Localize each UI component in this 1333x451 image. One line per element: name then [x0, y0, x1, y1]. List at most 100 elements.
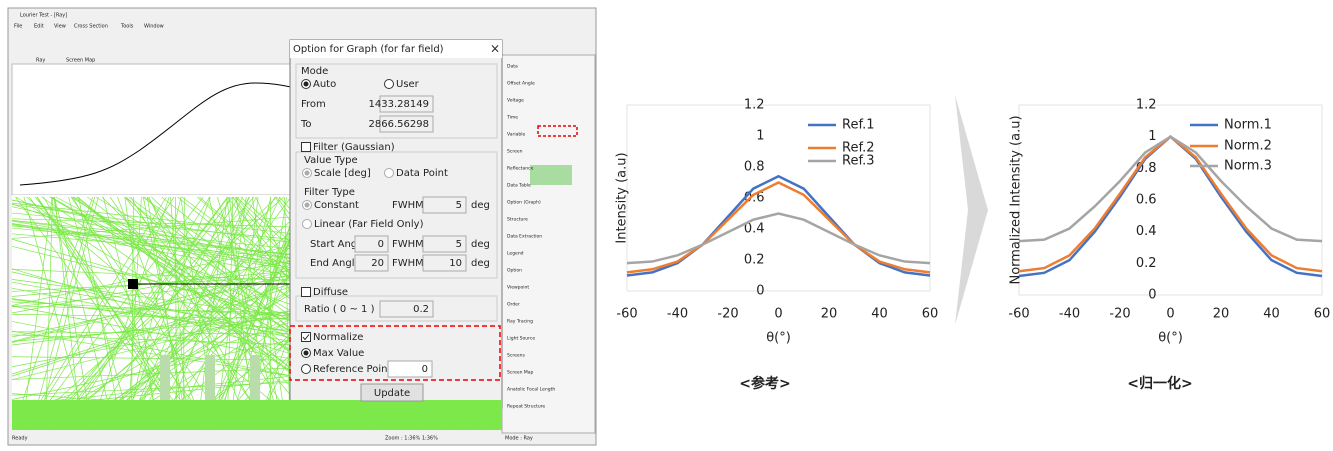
x-tick-label: 0 [1166, 307, 1174, 322]
label: Diffuse [313, 287, 348, 298]
ray [125, 196, 182, 431]
panel-item: Repeat Structure [507, 404, 545, 410]
x-tick-label: 60 [922, 307, 939, 322]
radio-dot [303, 81, 309, 87]
ray [134, 196, 250, 431]
ray [54, 196, 82, 431]
checkbox[interactable] [301, 287, 311, 297]
input-box[interactable] [379, 95, 434, 113]
arrow [955, 95, 988, 325]
series-line [626, 181, 931, 274]
y-tick-label: 1.2 [744, 98, 765, 113]
x-tick-label: -20 [1109, 307, 1130, 322]
input-value: 0 [378, 239, 384, 250]
panel-item: Variable [507, 132, 525, 138]
input-box[interactable] [387, 360, 433, 378]
input-value: 5 [456, 200, 462, 211]
tab[interactable]: Screen Map [66, 58, 95, 64]
y-tick-label: 0.6 [1136, 193, 1157, 208]
ray [22, 196, 167, 431]
menu-item[interactable]: View [54, 24, 66, 30]
panel-item: Viewpoint [507, 285, 529, 291]
check-mark [302, 334, 310, 341]
label: Auto [313, 79, 336, 90]
panel-item: Structure [507, 217, 528, 223]
group-box [295, 295, 498, 322]
caption: <参考> [739, 375, 790, 392]
ray [147, 196, 300, 431]
ray [53, 196, 93, 431]
x-tick-label: -40 [667, 307, 688, 322]
radio-dot [303, 350, 309, 356]
x-tick-label: 40 [871, 307, 888, 322]
legend-label: Ref.1 [842, 118, 874, 133]
radio[interactable] [301, 364, 311, 374]
panel-item: Data Extraction [507, 234, 542, 240]
label: Constant [314, 200, 359, 211]
panel-item: Option (Graph) [507, 200, 541, 206]
input-value: 5 [456, 239, 462, 250]
menu-item[interactable]: Tools [120, 24, 134, 30]
input-value: 0.2 [413, 304, 429, 315]
series-line [1018, 135, 1323, 243]
panel-item: Time [506, 115, 518, 121]
radio[interactable] [302, 219, 312, 229]
y-tick-label: 1 [756, 129, 764, 144]
panel-item: Offset Angle [507, 81, 535, 87]
radio[interactable] [384, 168, 394, 178]
ray [27, 196, 204, 431]
checkbox[interactable] [301, 332, 311, 342]
close-button[interactable]: × [490, 42, 500, 56]
input-box[interactable] [379, 115, 434, 133]
radio[interactable] [384, 79, 394, 89]
input-box[interactable] [422, 254, 467, 272]
panel-item: Anatolic Focal Length [507, 387, 555, 393]
tab[interactable]: Ray [36, 58, 45, 64]
x-tick-label: -40 [1059, 307, 1080, 322]
legend-label: Ref.3 [842, 154, 874, 169]
panel-item: Order [507, 302, 520, 308]
checkbox[interactable] [301, 142, 311, 152]
series-line [626, 212, 931, 265]
x-tick-label: 0 [774, 307, 782, 322]
label: FWHM [392, 258, 424, 269]
input-box[interactable] [354, 235, 389, 253]
ray [88, 196, 240, 431]
input-box[interactable] [422, 235, 467, 253]
status-text: Zoom : 1:36% 1:36% [385, 436, 438, 442]
input-value: 20 [371, 258, 384, 269]
input-box[interactable] [354, 254, 389, 272]
input-box[interactable] [379, 300, 434, 318]
x-axis-label: θ(°) [766, 331, 791, 346]
highlight [537, 125, 578, 137]
y-tick-label: 1.2 [1136, 98, 1157, 113]
ray [117, 196, 206, 431]
menu-item[interactable]: Edit [34, 24, 44, 30]
y-axis-label: Normalized Intensity (a.u) [1009, 115, 1024, 284]
menu-item[interactable]: Window [144, 24, 164, 30]
label: deg [471, 239, 490, 250]
ray [175, 196, 177, 431]
status-text: Mode : Ray [505, 436, 533, 442]
window-title: Lourier Test - [Ray] [20, 13, 67, 19]
menu-item[interactable]: Cross Section [74, 24, 108, 30]
ray [53, 196, 229, 431]
series-line [1018, 135, 1323, 278]
y-tick-label: 0.4 [744, 222, 765, 237]
menu-item[interactable]: File [14, 24, 22, 30]
ray [226, 196, 234, 431]
input-box[interactable] [422, 196, 467, 214]
x-tick-label: -20 [717, 307, 738, 322]
panel-item: Ray Tracing [507, 319, 533, 325]
label: deg [471, 258, 490, 269]
label: Value Type [304, 155, 358, 166]
update-button[interactable] [360, 383, 424, 402]
y-tick-label: 0.6 [744, 191, 765, 206]
ray [28, 196, 203, 431]
y-tick-label: 0.8 [744, 160, 765, 175]
panel-item: Option [507, 268, 522, 274]
label: Data Point [396, 168, 448, 179]
label: From [301, 99, 326, 110]
